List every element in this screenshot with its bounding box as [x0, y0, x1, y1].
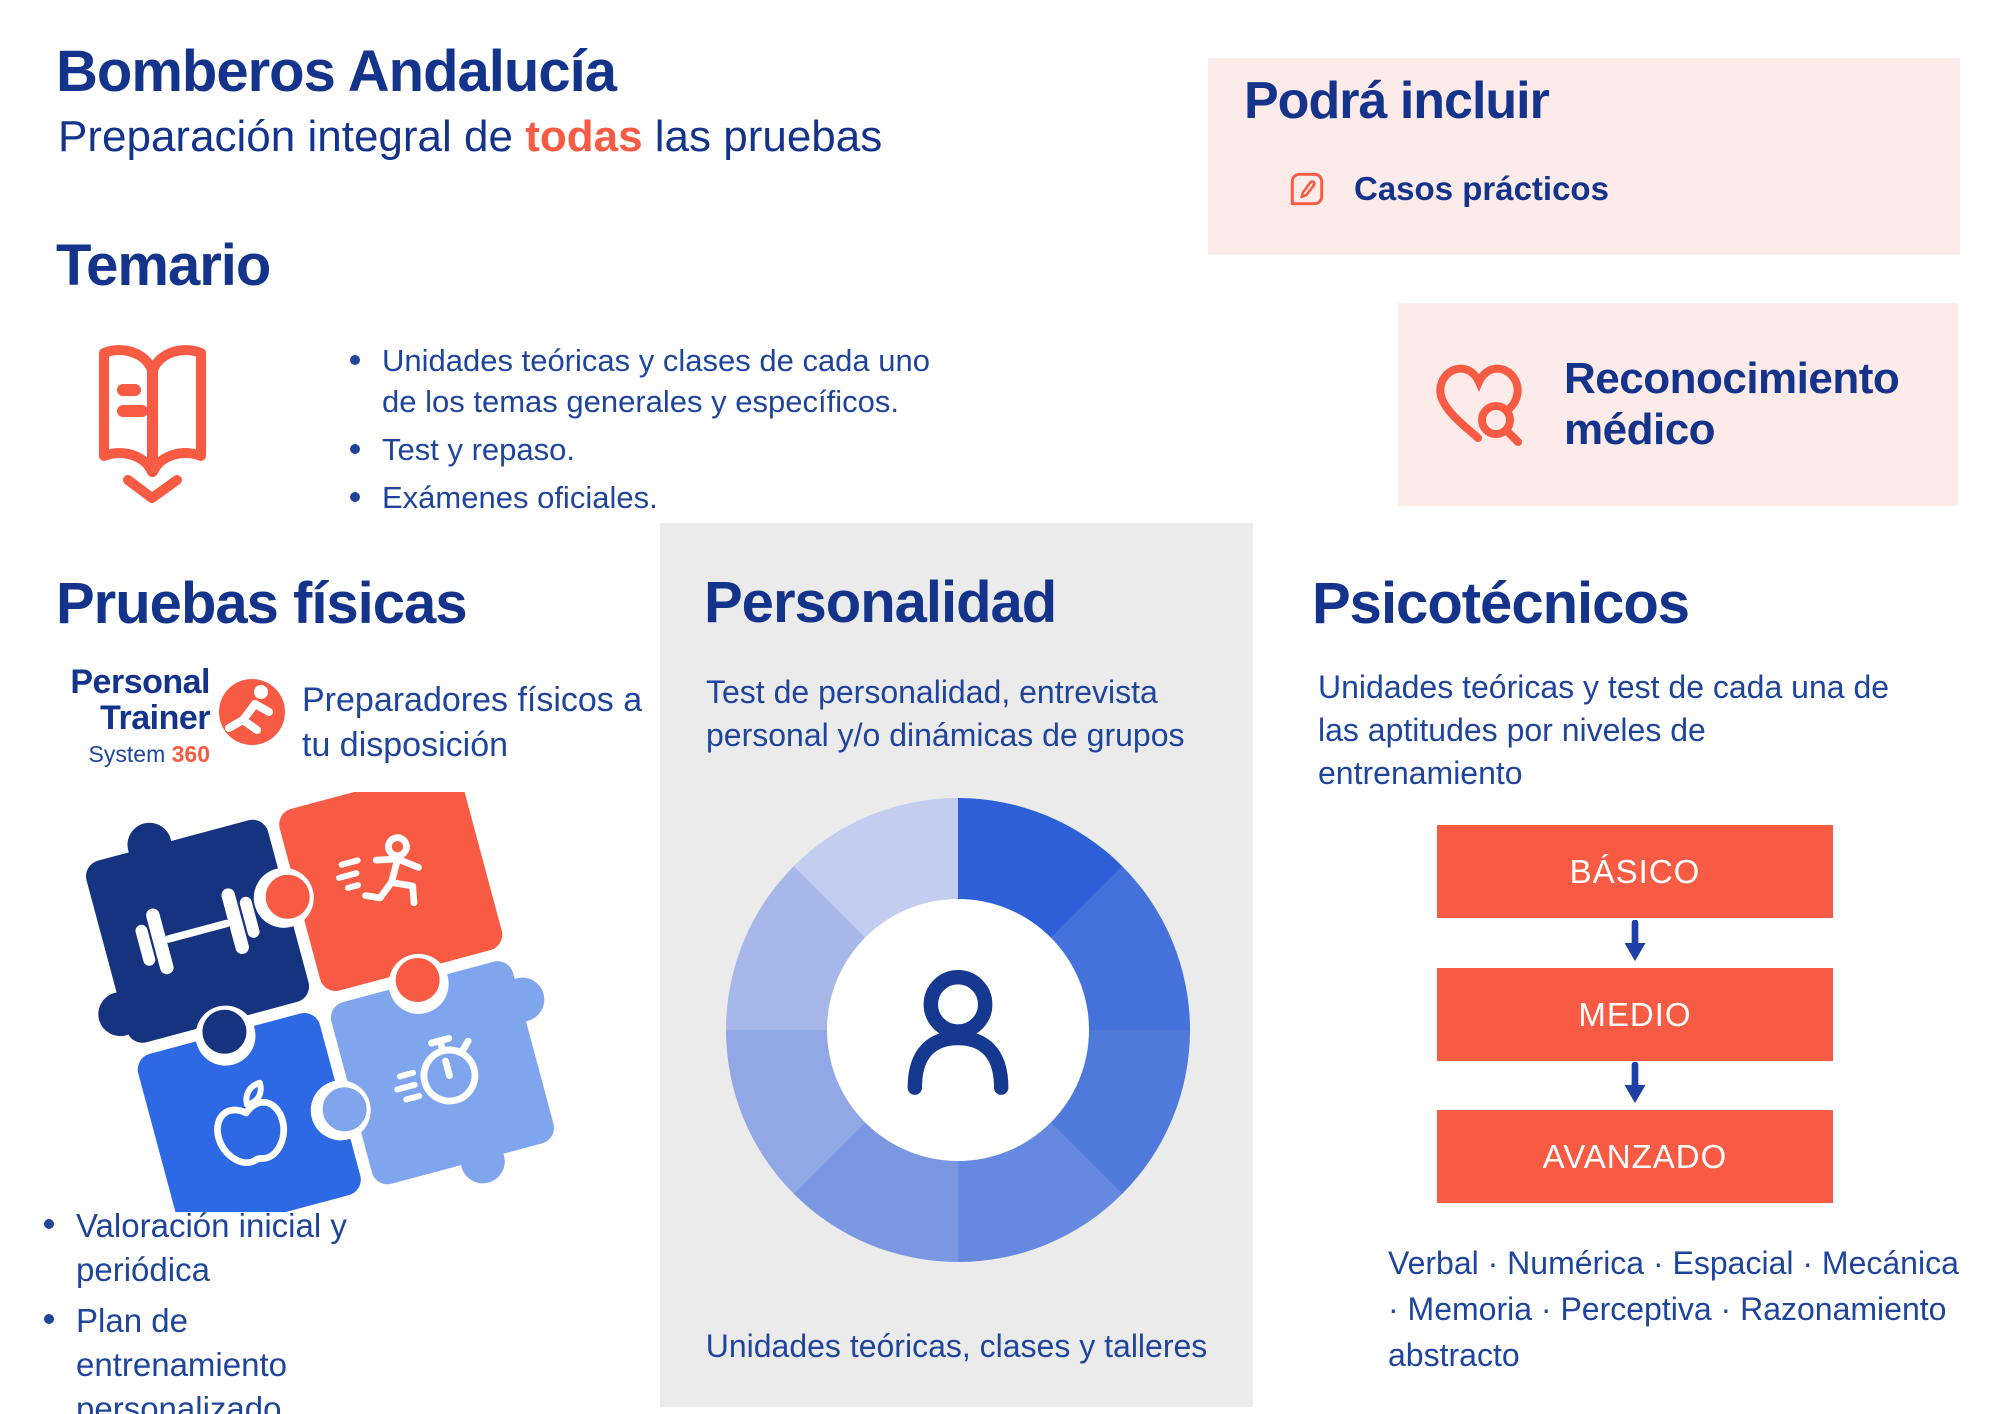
- list-item: Plan de entrenamiento personalizado: [44, 1299, 484, 1414]
- dumbbell-icon: [135, 888, 260, 975]
- personal-trainer-logo: Personal Trainer System 360: [60, 664, 210, 768]
- level-avanzado: AVANZADO: [1437, 1110, 1833, 1203]
- temario-list: Unidades teóricas y clases de cada uno d…: [350, 340, 950, 525]
- bullet-dot: [350, 355, 360, 365]
- pruebas-fisicas-list: Valoración inicial y periódica Plan de e…: [44, 1204, 484, 1414]
- psicotecnicos-description: Unidades teóricas y test de cada una de …: [1318, 669, 1890, 791]
- arrow-down-icon: [1624, 1062, 1646, 1104]
- trainer-tagline: Preparadores físicos a tu disposición: [302, 681, 643, 764]
- apple-icon: [214, 1079, 288, 1166]
- level-medio: MEDIO: [1437, 968, 1833, 1061]
- logo-360-badge: 360: [171, 741, 210, 767]
- podra-incluir-item: Casos prácticos: [1286, 168, 1609, 210]
- page-title: Bomberos Andalucía: [56, 39, 617, 104]
- arrow-down-icon: [1624, 920, 1646, 962]
- logo-line1: Personal: [70, 663, 210, 701]
- logo-line2: Trainer: [100, 699, 210, 737]
- list-item: Valoración inicial y periódica: [44, 1204, 484, 1292]
- bullet-dot: [44, 1314, 54, 1324]
- puzzle-piece-stopwatch: [330, 961, 555, 1185]
- donut-hole: [827, 899, 1089, 1161]
- puzzle-graphic: [85, 792, 555, 1212]
- pruebas-fisicas-title: Pruebas físicas: [56, 571, 468, 636]
- level-basico: BÁSICO: [1437, 825, 1833, 918]
- runner-icon: [336, 834, 422, 907]
- person-icon: [907, 970, 1009, 1095]
- reconocimiento-label: Reconocimiento médico: [1564, 353, 1900, 454]
- personalidad-panel: Personalidad Test de personalidad, entre…: [660, 523, 1253, 1407]
- list-item: Test y repaso.: [350, 429, 950, 470]
- trainer-logo-icon: [219, 679, 285, 745]
- open-book-icon: [99, 345, 206, 503]
- pencil-note-icon: [1290, 172, 1324, 206]
- psicotecnicos-aptitudes: Verbal · Numérica · Espacial · Mecánica …: [1388, 1245, 1959, 1373]
- page-subtitle: Preparación integral de todas las prueba…: [58, 112, 883, 161]
- bullet-dot: [350, 444, 360, 454]
- podra-incluir-label: Casos prácticos: [1354, 170, 1609, 207]
- psicotecnicos-title: Psicotécnicos: [1312, 571, 1690, 636]
- personalidad-description: Test de personalidad, entrevista persona…: [706, 674, 1185, 753]
- list-item: Exámenes oficiales.: [350, 477, 950, 518]
- puzzle-piece-apple: [137, 1012, 361, 1212]
- heart-search-icon: [1436, 364, 1522, 446]
- personalidad-title: Personalidad: [704, 570, 1057, 635]
- reconocimiento-box: Reconocimiento médico: [1398, 303, 1958, 506]
- bullet-dot: [350, 492, 360, 502]
- podra-incluir-title: Podrá incluir: [1244, 72, 1550, 130]
- stopwatch-icon: [394, 1035, 479, 1105]
- list-item: Unidades teóricas y clases de cada uno d…: [350, 340, 950, 422]
- bullet-dot: [44, 1219, 54, 1229]
- personalidad-caption: Unidades teóricas, clases y talleres: [705, 1328, 1208, 1364]
- personality-donut: [726, 798, 1190, 1262]
- temario-title: Temario: [56, 233, 271, 298]
- podra-incluir-box: Podrá incluir Casos prácticos: [1208, 58, 1960, 255]
- subtitle-highlight: todas: [525, 112, 643, 161]
- logo-line3: System 360: [88, 741, 210, 767]
